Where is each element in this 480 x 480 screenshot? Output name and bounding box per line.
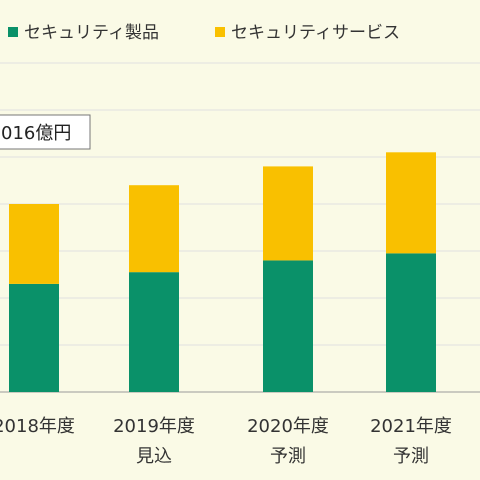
category-label-1-1: 見込 <box>136 446 172 467</box>
bar-1-2 <box>263 166 313 261</box>
category-label-2-0: 2020年度 <box>247 416 329 437</box>
callout-box <box>0 114 91 150</box>
category-label-1-0: 2019年度 <box>113 416 195 437</box>
bar-0-0 <box>9 283 59 392</box>
bar-0-1 <box>129 272 179 392</box>
bar-0-2 <box>263 260 313 392</box>
category-label-2-1: 予測 <box>270 446 306 467</box>
bar-0-3 <box>386 253 436 392</box>
bar-1-0 <box>9 204 59 284</box>
bar-1-1 <box>129 185 179 273</box>
legend-label-1: セキュリティサービス <box>231 23 400 43</box>
category-label-0-0: 2018年度 <box>0 416 75 437</box>
category-label-3-0: 2021年度 <box>370 416 452 437</box>
total-callout: 016億円 <box>0 114 91 150</box>
legend-label-0: セキュリティ製品 <box>24 23 159 43</box>
bar-1-3 <box>386 152 436 254</box>
legend-swatch-0 <box>8 27 18 37</box>
legend: セキュリティ製品 セキュリティサービス <box>8 23 400 43</box>
plot-area: 2018年度2019年度見込2020年度予測2021年度予測2016億円 <box>0 62 480 467</box>
category-label-3-1: 予測 <box>393 446 429 467</box>
callout-text: 016億円 <box>1 123 71 144</box>
legend-swatch-1 <box>215 27 225 37</box>
